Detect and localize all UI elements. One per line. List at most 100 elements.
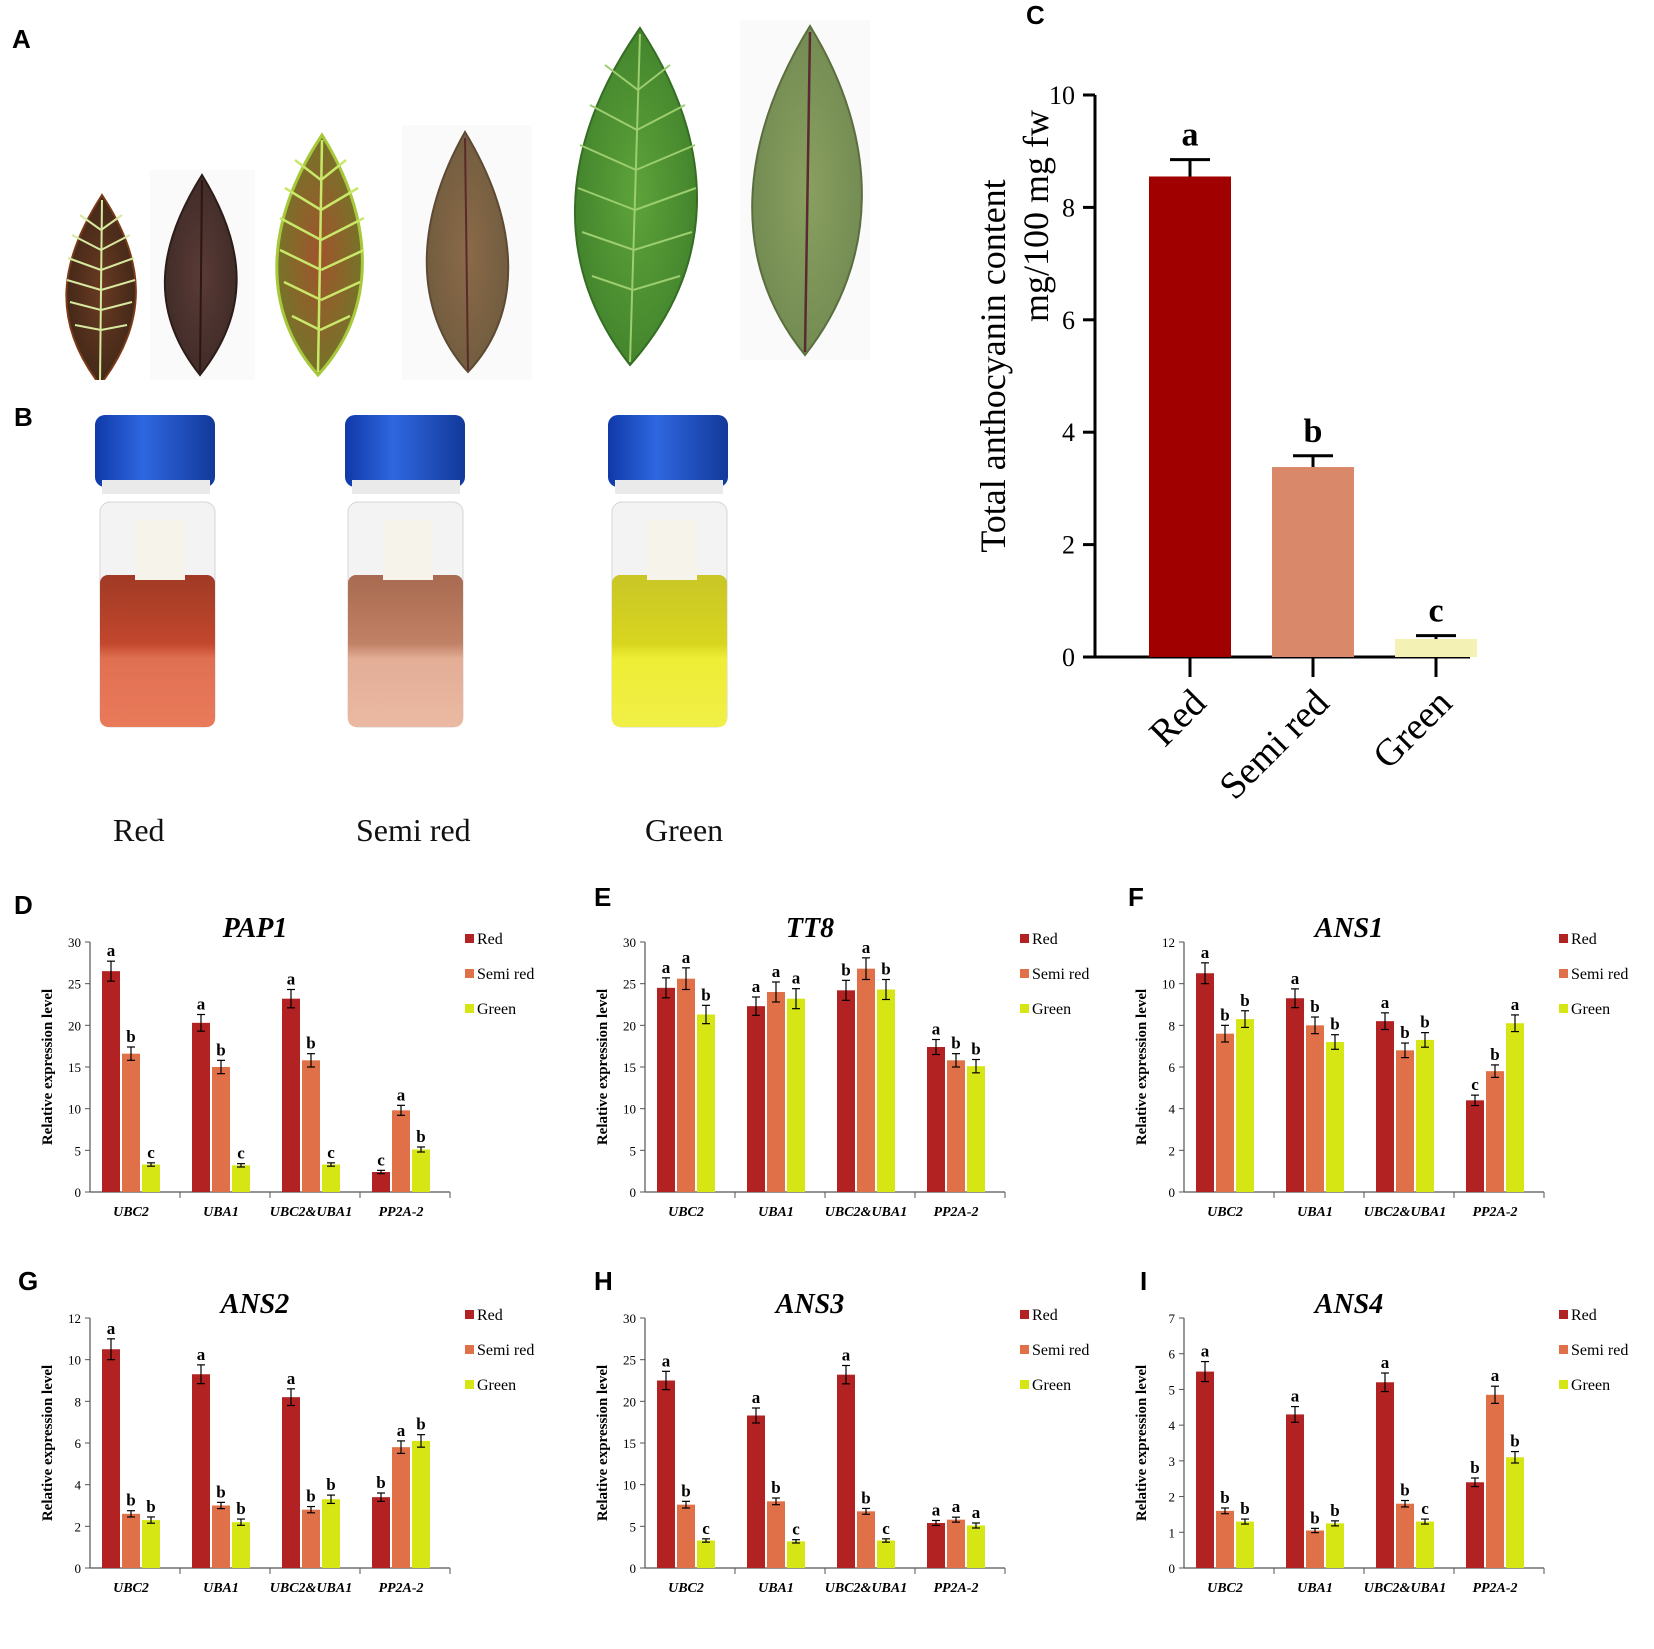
significance-letter: b <box>841 960 850 979</box>
significance-letter: a <box>197 1345 206 1364</box>
significance-letter: a <box>842 1346 851 1365</box>
chart-e-tt8: TT8 0 5 10 15 20 25 30 Relative expression level… <box>595 913 1089 1220</box>
x-tick-label: UBC2 <box>113 1581 149 1596</box>
legend-label: Semi red <box>477 966 534 983</box>
bar-semi-red <box>1306 1530 1324 1568</box>
y-tick-label: 30 <box>623 1311 636 1326</box>
significance-letter: a <box>932 1020 941 1039</box>
legend-label: Green <box>477 1001 516 1018</box>
bar-semi-red <box>1396 1503 1414 1568</box>
bar-red <box>102 1349 120 1568</box>
y-tick-label: 12 <box>1162 935 1175 950</box>
bar-red <box>282 998 300 1192</box>
y-axis-label: Relative expression level <box>1134 989 1150 1145</box>
bar-red <box>192 1374 210 1568</box>
y-tick-label: 8 <box>1169 1018 1176 1033</box>
significance-letter: a <box>107 1319 116 1338</box>
significance-letter: a <box>1201 943 1210 962</box>
bar-red <box>1376 1021 1394 1192</box>
y-tick-label: 0 <box>1169 1185 1176 1200</box>
vial-green <box>608 415 728 728</box>
bar-green <box>1395 639 1477 657</box>
significance-letter: b <box>1240 1499 1249 1518</box>
significance-letter: a <box>862 938 871 957</box>
legend-swatch <box>465 1004 474 1013</box>
sample-label-red: Red <box>113 812 165 848</box>
y-axis-label: Relative expression level <box>1134 1365 1150 1521</box>
bar-red <box>1466 1100 1484 1192</box>
x-tick-label: UBA1 <box>1297 1205 1333 1220</box>
significance-letter: b <box>216 1482 225 1501</box>
vial-red <box>95 415 216 728</box>
y-tick-label: 10 <box>68 1102 81 1117</box>
y-tick-label: 15 <box>623 1060 636 1075</box>
significance-letter: c <box>1421 1499 1429 1518</box>
significance-letter: a <box>972 1503 981 1522</box>
significance-letter: b <box>306 1487 315 1506</box>
significance-letter: b <box>306 1034 315 1053</box>
legend-swatch <box>465 934 474 943</box>
legend-label: Red <box>477 1307 503 1324</box>
bar-semi-red <box>947 1519 965 1568</box>
x-tick-label: UBC2 <box>1207 1581 1243 1596</box>
y-tick-label: 5 <box>630 1519 637 1534</box>
legend-swatch <box>1020 1380 1029 1389</box>
legend-swatch <box>465 1345 474 1354</box>
significance-letter: b <box>126 1491 135 1510</box>
significance-letter: c <box>1471 1075 1479 1094</box>
bar-semi-red <box>1486 1071 1504 1192</box>
significance-letter: c <box>792 1520 800 1539</box>
bar-red <box>372 1172 390 1192</box>
significance-letter: b <box>1470 1458 1479 1477</box>
y-tick-label: 8 <box>75 1394 82 1409</box>
bar-red <box>837 990 855 1192</box>
y-tick-label: 0 <box>75 1561 82 1576</box>
y-axis-label-line1: Total anthocyanin content <box>980 179 1013 552</box>
bar-red <box>1286 1414 1304 1568</box>
significance-letter: a <box>1491 1366 1500 1385</box>
bar-semi-red <box>767 992 785 1192</box>
panel-label-c: C <box>1026 0 1045 30</box>
leaf-red-front <box>65 193 137 380</box>
legend-label: Green <box>1571 1001 1610 1018</box>
y-tick-label: 10 <box>1162 977 1175 992</box>
y-tick-label: 25 <box>68 977 81 992</box>
y-tick-label: 30 <box>623 935 636 950</box>
y-tick-label: 4 <box>1169 1418 1176 1433</box>
significance-letter: a <box>932 1501 941 1520</box>
legend-label: Semi red <box>1032 1342 1089 1359</box>
legend-label: Semi red <box>1571 1342 1628 1359</box>
bar-semi-red <box>947 1060 965 1192</box>
bar-green <box>1326 1523 1344 1568</box>
x-tick-label: Semi red <box>1211 682 1337 808</box>
significance-letter: a <box>792 969 801 988</box>
significance-letter: a <box>397 1421 406 1440</box>
y-tick-label: 4 <box>1169 1102 1176 1117</box>
x-tick-label: UBC2&UBA1 <box>270 1205 352 1220</box>
significance-letter: c <box>702 1519 710 1538</box>
y-tick-label: 0 <box>630 1185 637 1200</box>
y-tick-label: 1 <box>1169 1525 1176 1540</box>
significance-letter: b <box>1330 1015 1339 1034</box>
bar-red <box>747 1006 765 1192</box>
significance-letter: a <box>397 1085 406 1104</box>
y-tick-label: 10 <box>1049 81 1075 110</box>
bar-red <box>1196 1371 1214 1568</box>
y-tick-label: 0 <box>1062 643 1075 672</box>
bar-green <box>967 1066 985 1192</box>
significance-letter: b <box>146 1497 155 1516</box>
bar-green <box>877 1540 895 1568</box>
bar-red <box>1149 176 1231 658</box>
legend-label: Semi red <box>1571 966 1628 983</box>
leaf-photos <box>65 20 870 380</box>
bar-semi-red <box>392 1447 410 1568</box>
bar-green <box>787 998 805 1192</box>
x-tick-label: Red <box>1141 682 1214 755</box>
legend-swatch <box>465 969 474 978</box>
significance-letter: a <box>952 1497 961 1516</box>
sample-label-green: Green <box>645 812 724 848</box>
bar-semi-red <box>302 1509 320 1568</box>
x-tick-label: UBA1 <box>758 1205 794 1220</box>
bar-semi-red <box>1486 1394 1504 1568</box>
